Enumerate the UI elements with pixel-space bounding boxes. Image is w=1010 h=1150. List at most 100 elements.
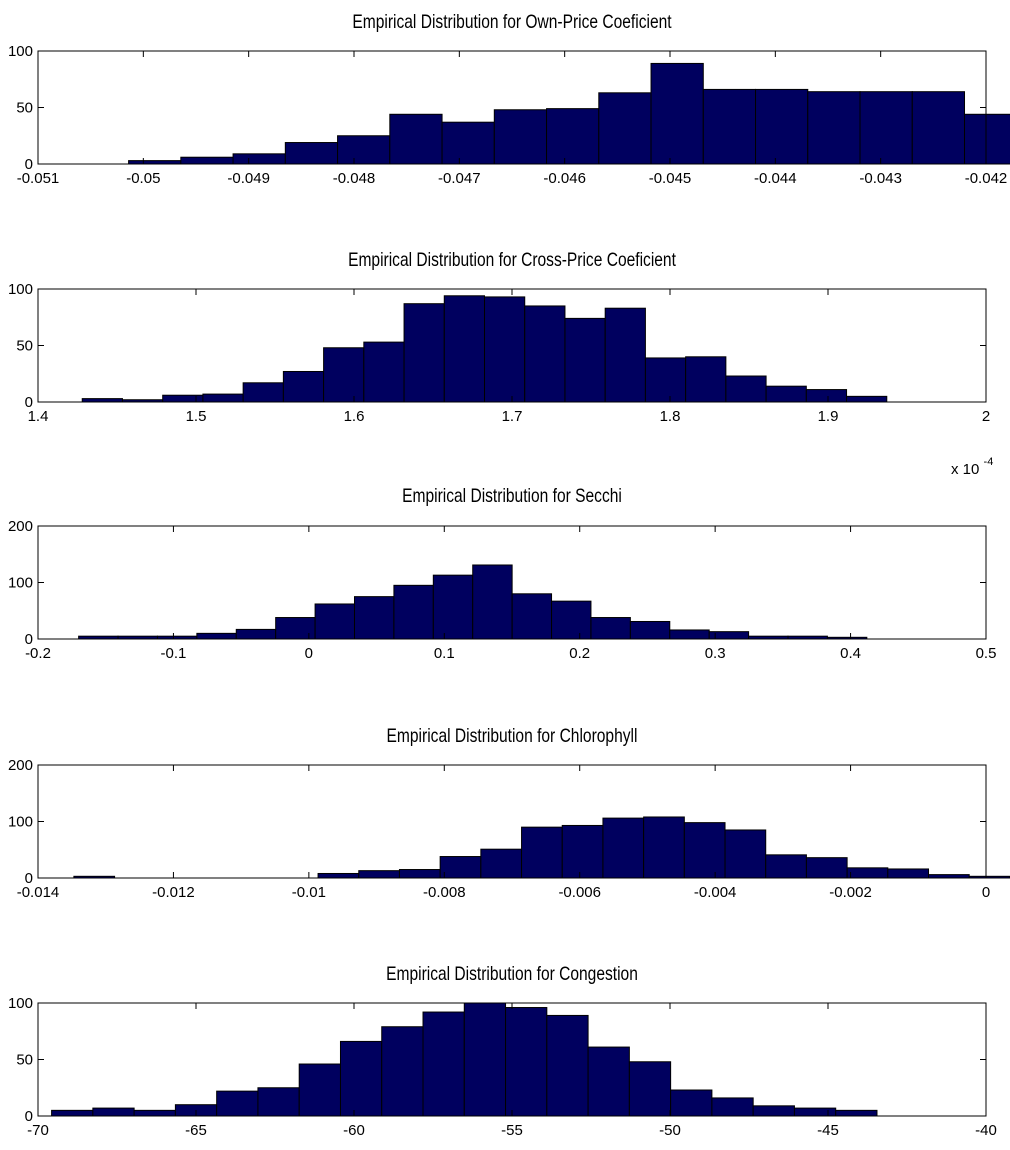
histogram-bar (398, 869, 441, 879)
histogram-bar (196, 632, 237, 640)
histogram-panel-own-price: Empirical Distribution for Own-Price Coe… (8, 11, 1010, 187)
histogram-bar (859, 91, 913, 165)
panel-title: Empirical Distribution for Own-Price Coe… (352, 11, 671, 33)
y-tick-label: 100 (8, 281, 33, 298)
x-tick-label: 1.5 (186, 408, 207, 425)
histogram-bar (911, 91, 966, 165)
histogram-bar (339, 1040, 383, 1117)
histogram-bar (669, 629, 710, 640)
histogram-bar (389, 113, 443, 165)
y-tick-label: 100 (8, 814, 33, 831)
histogram-bar (358, 870, 400, 879)
y-tick-label: 0 (25, 1108, 33, 1125)
histogram-bar (480, 848, 523, 879)
histogram-bar (887, 868, 930, 879)
histogram-bar (363, 341, 405, 403)
histogram-bar (685, 356, 727, 403)
histogram-bar (805, 857, 848, 879)
histogram-bar (587, 1046, 630, 1117)
histogram-bar (511, 593, 553, 640)
panel-title: Empirical Distribution for Chlorophyll (387, 725, 638, 747)
histogram-panel-congestion: Empirical Distribution for Congestion -7… (8, 963, 997, 1139)
x-tick-label: 0 (305, 645, 313, 662)
histogram-bar (242, 382, 284, 403)
histogram-bar (846, 867, 889, 879)
x-tick-label: -0.006 (558, 884, 601, 901)
x-tick-label: 0.4 (840, 645, 861, 662)
histogram-bar (432, 574, 474, 640)
histogram-bar (643, 816, 685, 879)
histogram-bar (683, 822, 726, 879)
histogram-bar (765, 854, 807, 879)
histogram-bar (650, 62, 704, 165)
histogram-bar (765, 385, 807, 403)
x-tick-label: -45 (817, 1122, 839, 1139)
histogram-bar (604, 307, 646, 403)
y-tick-label: 50 (16, 1052, 33, 1069)
x-tick-label: -0.047 (438, 170, 481, 187)
histogram-bar (216, 1090, 259, 1117)
x-tick-label: -0.043 (859, 170, 902, 187)
y-tick-label: 200 (8, 757, 33, 774)
histogram-bar (81, 398, 123, 403)
y-tick-label: 100 (8, 995, 33, 1012)
histogram-bar (133, 1109, 176, 1117)
histogram-bar (51, 1109, 94, 1117)
x-tick-label: -0.044 (754, 170, 797, 187)
histogram-bar (755, 88, 809, 165)
histogram-bar (323, 347, 365, 403)
histogram-bar (484, 296, 526, 403)
histogram-bar (629, 620, 671, 640)
histogram-bar (752, 1105, 795, 1117)
x-tick-label: 0.5 (976, 645, 997, 662)
y-tick-label: 0 (25, 156, 33, 173)
histogram-bar (422, 1011, 465, 1117)
histogram-bar (463, 1002, 507, 1117)
histogram-panel-cross-price: Empirical Distribution for Cross-Price C… (8, 249, 993, 478)
histogram-bar (521, 826, 563, 879)
histogram-bar (403, 303, 445, 403)
histogram-bar (561, 824, 604, 879)
x-tick-label: -0.014 (17, 884, 60, 901)
histogram-bar (162, 394, 204, 403)
histogram-bar (443, 295, 486, 403)
histogram-bar (964, 113, 1010, 165)
x-tick-label: -0.049 (227, 170, 270, 187)
exponent-base: x 10 (951, 461, 979, 478)
x-tick-label: 2 (982, 408, 990, 425)
y-tick-label: 50 (16, 100, 33, 117)
histogram-bar (628, 1061, 672, 1117)
histogram-bar (546, 108, 600, 165)
histogram-bar (180, 156, 234, 165)
histogram-bar (928, 874, 970, 879)
histogram-bar (257, 1087, 300, 1117)
histogram-bar (805, 389, 848, 403)
y-tick-label: 0 (25, 394, 33, 411)
exponent-label: x 10 -4 (951, 456, 993, 478)
histogram-bar (835, 1109, 878, 1117)
y-tick-label: 0 (25, 870, 33, 887)
histogram-bar (724, 829, 767, 879)
x-tick-label: -70 (27, 1122, 49, 1139)
histogram-bar (439, 856, 482, 879)
x-tick-label: -0.046 (543, 170, 586, 187)
x-tick-label: -0.045 (649, 170, 692, 187)
histogram-bar (598, 92, 652, 165)
x-tick-label: 0.2 (569, 645, 590, 662)
histogram-bar (807, 91, 861, 165)
x-tick-label: -0.2 (25, 645, 51, 662)
histogram-bar (725, 375, 767, 403)
y-tick-label: 200 (8, 518, 33, 535)
histogram-panel-chlorophyll: Empirical Distribution for Chlorophyll -… (8, 725, 1010, 901)
histogram-bar (232, 153, 286, 165)
histogram-bar (317, 872, 360, 879)
x-tick-label: -60 (343, 1122, 365, 1139)
y-tick-label: 100 (8, 575, 33, 592)
x-tick-label: -50 (659, 1122, 681, 1139)
x-tick-label: 1.9 (818, 408, 839, 425)
histogram-bar (602, 817, 645, 879)
histogram-bar (314, 603, 355, 640)
x-tick-label: 0 (982, 884, 990, 901)
x-tick-label: -0.004 (694, 884, 737, 901)
